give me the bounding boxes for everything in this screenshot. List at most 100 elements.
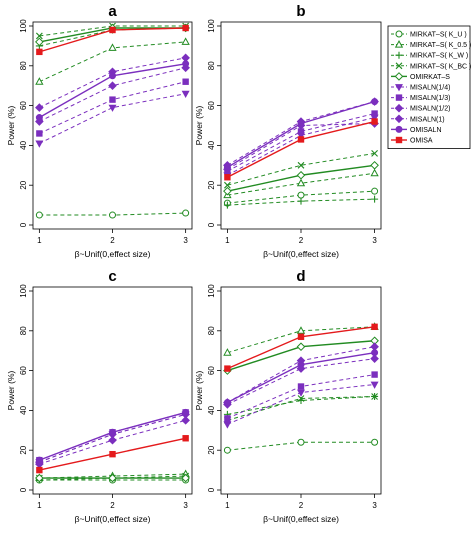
panel-letter: c	[108, 268, 116, 285]
series-omirkat-s	[35, 473, 190, 483]
legend-marker	[394, 103, 404, 113]
y-tick-label: 80	[207, 326, 216, 335]
legend-marker	[394, 72, 404, 81]
legend-entry: OMISALN	[391, 125, 442, 134]
series-omisaln	[223, 98, 379, 171]
y-axis-label: Power (%)	[6, 371, 16, 411]
y-tick-label: 100	[207, 284, 216, 298]
y-tick-label: 0	[19, 487, 28, 492]
x-tick-label: 2	[299, 236, 304, 245]
y-axis-label: Power (%)	[194, 371, 204, 411]
data-point	[223, 398, 231, 406]
y-tick-label: 0	[207, 487, 216, 492]
data-point	[296, 178, 306, 187]
data-point	[223, 186, 232, 196]
legend-label: MISALN(1/4)	[410, 85, 450, 92]
legend-label: OMISA	[410, 138, 433, 145]
series-line	[227, 172, 375, 196]
y-tick-label: 100	[19, 284, 28, 298]
panel-letter: d	[296, 268, 305, 285]
legend-entry: MIRKAT–S( K_U )	[391, 30, 467, 39]
data-point	[108, 473, 117, 483]
data-point	[371, 323, 378, 331]
y-tick-label: 40	[207, 140, 216, 149]
legend-entry: MISALN(1)	[391, 114, 445, 124]
series-omisaln	[35, 60, 190, 122]
data-point	[35, 211, 43, 219]
data-point	[297, 136, 305, 143]
data-point	[181, 416, 190, 425]
data-point	[371, 118, 378, 125]
y-tick-label: 40	[207, 405, 216, 414]
series-line	[39, 27, 186, 47]
series-line	[39, 419, 186, 465]
y-tick-label: 0	[19, 222, 28, 227]
series-misaln-1-3	[36, 78, 189, 137]
data-point	[297, 333, 305, 340]
data-point	[223, 201, 231, 209]
data-point	[109, 26, 116, 34]
data-point	[108, 43, 117, 51]
legend-label: MIRKAT–S( K_U )	[410, 32, 467, 39]
legend-entry: MIRKAT–S( K_BC )	[391, 62, 471, 70]
legend-marker	[395, 30, 403, 38]
data-point	[371, 195, 379, 203]
data-point	[223, 446, 231, 454]
data-point	[182, 209, 190, 217]
series-mirkat-s-k-bc	[224, 149, 378, 189]
data-point	[371, 349, 379, 357]
legend-entry: MISALN(1/2)	[391, 103, 450, 113]
x-tick-label: 3	[372, 236, 377, 245]
y-tick-label: 80	[19, 326, 28, 335]
legend-marker	[395, 51, 403, 59]
x-axis-label: β~Unif(0,effect size)	[263, 514, 339, 524]
legend-label: MIRKAT–S( K_W )	[410, 53, 468, 60]
data-point	[371, 98, 379, 106]
series-omisa	[224, 118, 378, 181]
y-tick-label: 40	[19, 140, 28, 149]
plot-frame	[32, 286, 193, 495]
data-point	[297, 161, 305, 169]
panel-letter: a	[108, 3, 117, 20]
legend-entry: MISALN(1/3)	[391, 94, 450, 102]
series-line	[227, 190, 375, 204]
y-axis-label: Power (%)	[6, 106, 16, 146]
data-point	[224, 415, 231, 422]
data-point	[224, 181, 231, 189]
legend-label: MISALN(1/2)	[410, 106, 450, 113]
x-axis-label: β~Unif(0,effect size)	[75, 249, 151, 259]
data-point	[297, 438, 305, 446]
data-point	[108, 104, 117, 112]
series-omisaln	[35, 408, 190, 464]
data-point	[296, 170, 306, 180]
data-point	[181, 37, 190, 45]
data-point	[370, 354, 379, 363]
data-point	[109, 450, 116, 458]
legend-label: OMIRKAT–S	[410, 74, 450, 81]
legend-entry: OMIRKAT–S	[391, 72, 450, 81]
y-axis-label: Power (%)	[194, 106, 204, 146]
y-tick-label: 20	[19, 445, 28, 454]
legend-marker	[395, 84, 403, 92]
y-tick-label: 60	[19, 366, 28, 375]
data-point	[35, 473, 44, 483]
y-tick-label: 20	[207, 445, 216, 454]
data-point	[297, 389, 305, 397]
data-point	[297, 191, 305, 199]
x-tick-label: 3	[183, 501, 188, 510]
y-tick-label: 60	[207, 101, 216, 110]
y-tick-label: 40	[19, 405, 28, 414]
series-mirkat-s-k-u	[35, 209, 190, 219]
legend-marker	[395, 125, 403, 133]
data-point	[297, 361, 305, 369]
legend-marker	[395, 94, 403, 101]
data-point	[36, 48, 43, 56]
data-point	[297, 395, 305, 402]
data-point	[109, 72, 116, 80]
legend: MIRKAT–S( K_U ) MIRKAT–S( K_0.5 ) MIRKAT–S…	[387, 25, 471, 149]
x-tick-label: 1	[37, 501, 42, 510]
data-point	[296, 326, 306, 334]
y-tick-label: 100	[19, 19, 28, 33]
series-omisa	[36, 435, 189, 474]
legend-marker	[394, 114, 404, 124]
